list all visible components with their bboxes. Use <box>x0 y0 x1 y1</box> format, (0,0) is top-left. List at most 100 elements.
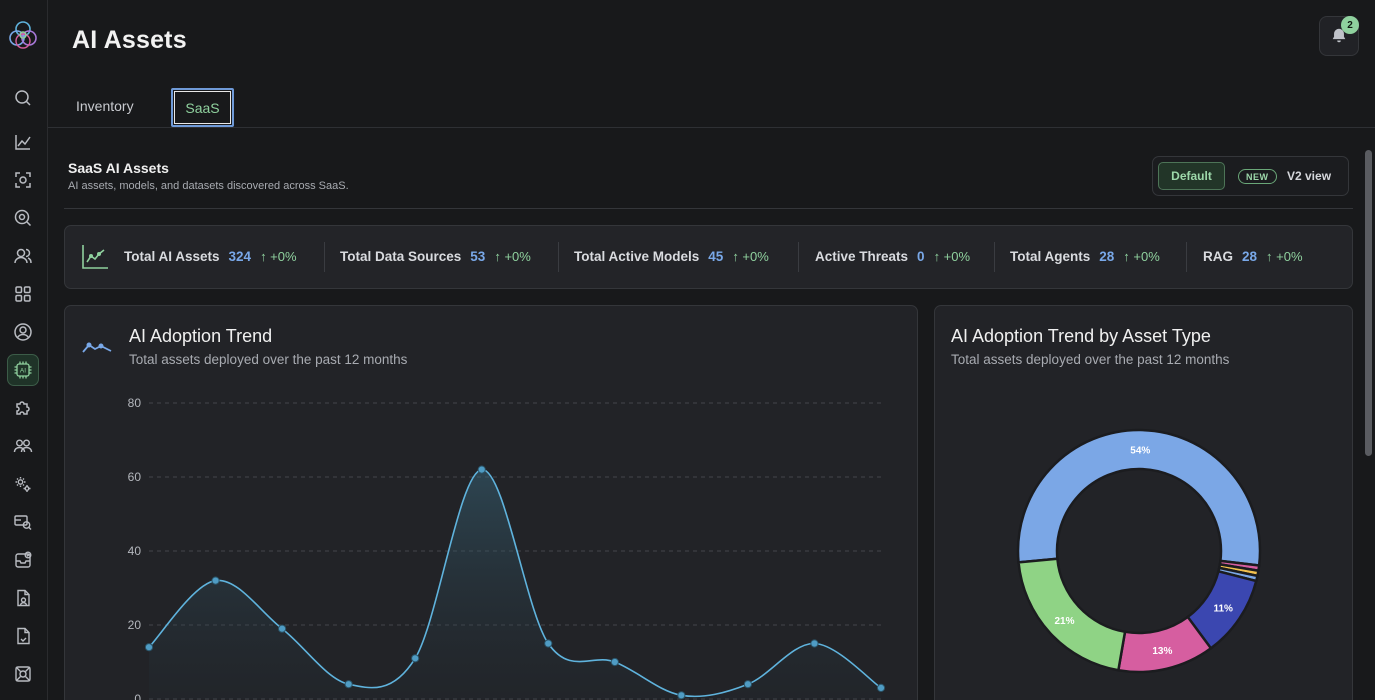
adoption-trend-card: AI Adoption Trend Total assets deployed … <box>64 305 918 700</box>
stat-separator <box>558 242 559 272</box>
puzzle-icon[interactable] <box>7 392 39 424</box>
bell-icon <box>1332 28 1346 43</box>
page-title: AI Assets <box>72 26 187 54</box>
donut-slice-label: 54% <box>1130 446 1150 457</box>
scan-icon[interactable] <box>7 164 39 196</box>
ai-chip-icon[interactable]: AI <box>7 354 39 386</box>
y-tick-label: 60 <box>128 470 142 484</box>
asset-type-donut-chart[interactable]: 54% 11% 13% 21% <box>935 306 1353 700</box>
trend-line-icon <box>81 336 113 356</box>
inbox-check-icon[interactable] <box>7 544 39 576</box>
team-icon[interactable] <box>7 430 39 462</box>
donut-slice-label: 21% <box>1055 616 1075 627</box>
trend-data-point[interactable] <box>810 639 819 648</box>
donut-slice-label: 13% <box>1152 646 1172 657</box>
tab-saas[interactable]: SaaS <box>171 88 234 127</box>
trend-data-point[interactable] <box>144 643 154 652</box>
section-title: SaaS AI Assets <box>68 160 169 176</box>
section-divider <box>64 208 1353 209</box>
donut-slice[interactable] <box>1017 557 1127 672</box>
trend-data-point[interactable] <box>610 657 619 667</box>
user-group-icon[interactable] <box>7 240 39 272</box>
logo-icon[interactable] <box>6 18 40 52</box>
trend-data-point[interactable] <box>411 654 420 663</box>
stat-change: ↑ +0% <box>260 249 297 264</box>
y-tick-label: 0 <box>134 692 141 700</box>
stat-value: 28 <box>1242 249 1258 264</box>
line-chart-icon[interactable] <box>7 126 39 158</box>
stat-label: Total Data Sources <box>340 249 462 264</box>
sidebar: AI <box>0 0 48 700</box>
document-icon[interactable] <box>7 620 39 652</box>
notification-count-badge: 2 <box>1341 16 1359 34</box>
stat-total-active-models: Total Active Models 45 ↑ +0% <box>574 249 769 264</box>
user-circle-icon[interactable] <box>7 316 39 348</box>
trend-chart-title: AI Adoption Trend <box>129 326 273 346</box>
stat-change: ↑ +0% <box>494 249 531 264</box>
zoom-icon[interactable] <box>7 202 39 234</box>
stat-active-threats: Active Threats 0 ↑ +0% <box>815 249 970 264</box>
stat-label: Total Active Models <box>574 249 700 264</box>
donut-slice[interactable] <box>1016 428 1262 567</box>
stat-separator <box>1186 242 1187 272</box>
stat-value: 28 <box>1099 249 1115 264</box>
tab-inventory[interactable]: Inventory <box>76 98 134 114</box>
page-scrollbar[interactable] <box>1365 150 1372 456</box>
stat-value: 45 <box>708 249 724 264</box>
ai-chip-label: AI <box>20 368 26 375</box>
y-tick-label: 80 <box>128 396 142 410</box>
stat-total-ai-assets: Total AI Assets 324 ↑ +0% <box>124 249 297 264</box>
grid-icon[interactable] <box>7 278 39 310</box>
stat-change: ↑ +0% <box>732 249 769 264</box>
trend-area-fill <box>149 469 881 699</box>
search-icon[interactable] <box>7 82 39 114</box>
stat-total-agents: Total Agents 28 ↑ +0% <box>1010 249 1160 264</box>
trend-data-point[interactable] <box>677 691 686 700</box>
stat-separator <box>324 242 325 272</box>
stat-label: RAG <box>1203 249 1233 264</box>
notifications-button[interactable]: 2 <box>1319 16 1359 56</box>
gears-icon[interactable] <box>7 468 39 500</box>
main-content: SaaS AI Assets AI assets, models, and da… <box>48 128 1375 700</box>
asset-type-card: AI Adoption Trend by Asset Type Total as… <box>934 305 1353 700</box>
stat-label: Total AI Assets <box>124 249 220 264</box>
stat-label: Active Threats <box>815 249 909 264</box>
stat-change: ↑ +0% <box>1123 249 1160 264</box>
stat-change: ↑ +0% <box>1266 249 1303 264</box>
stat-rag: RAG 28 ↑ +0% <box>1203 249 1303 264</box>
trend-data-point[interactable] <box>477 465 486 474</box>
trend-chart-subtitle: Total assets deployed over the past 12 m… <box>129 352 408 367</box>
view-toggle: Default NEW V2 view <box>1152 156 1349 196</box>
stat-total-data-sources: Total Data Sources 53 ↑ +0% <box>340 249 531 264</box>
donut-slice-label: 11% <box>1213 604 1233 615</box>
trend-data-point[interactable] <box>743 680 753 689</box>
stats-bar: Total AI Assets 324 ↑ +0% Total Data Sou… <box>64 225 1353 289</box>
trend-chart[interactable]: 0 20 40 60 80 <box>65 306 918 700</box>
stat-value: 324 <box>228 249 252 264</box>
tab-bar: Inventory SaaS <box>48 84 1375 128</box>
section-subtitle: AI assets, models, and datasets discover… <box>68 180 349 192</box>
stat-value: 53 <box>470 249 486 264</box>
report-icon[interactable] <box>7 582 39 614</box>
v2-view-button[interactable]: V2 view <box>1287 169 1332 183</box>
stat-separator <box>994 242 995 272</box>
stat-value: 0 <box>917 249 925 264</box>
asset-type-chart-title: AI Adoption Trend by Asset Type <box>951 326 1211 346</box>
y-tick-label: 20 <box>128 618 142 632</box>
device-search-icon[interactable] <box>7 506 39 538</box>
trend-data-point[interactable] <box>211 576 220 585</box>
y-tick-label: 40 <box>128 544 142 558</box>
model-icon[interactable] <box>7 658 39 690</box>
trend-data-point[interactable] <box>544 639 553 648</box>
asset-type-chart-subtitle: Total assets deployed over the past 12 m… <box>951 352 1230 367</box>
new-badge: NEW <box>1238 169 1277 184</box>
trend-data-point[interactable] <box>277 624 287 633</box>
trend-data-point[interactable] <box>344 680 353 689</box>
default-view-button[interactable]: Default <box>1158 162 1225 190</box>
stat-separator <box>798 242 799 272</box>
trend-chart-icon <box>81 244 109 270</box>
trend-data-point[interactable] <box>876 683 886 692</box>
stat-change: ↑ +0% <box>933 249 971 264</box>
stat-label: Total Agents <box>1010 249 1091 264</box>
